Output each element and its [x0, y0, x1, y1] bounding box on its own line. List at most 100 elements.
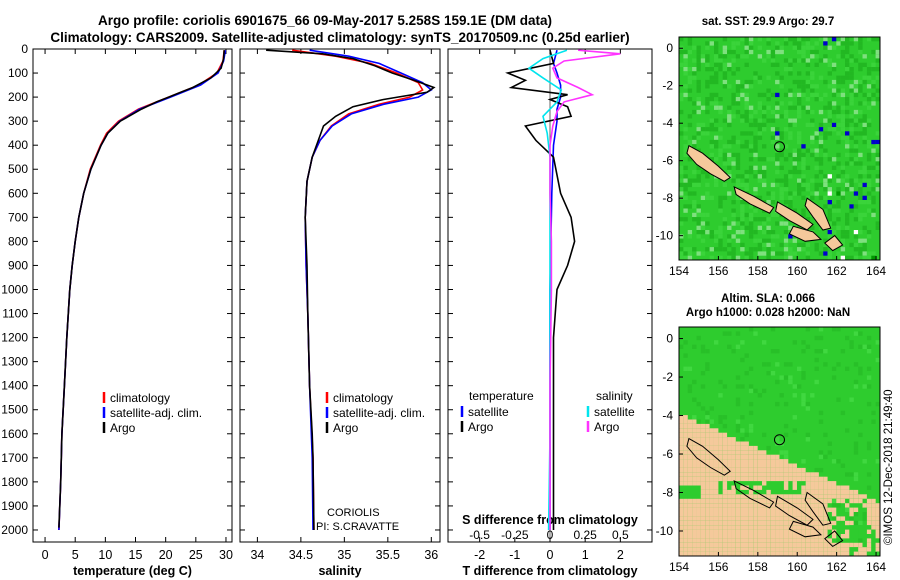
map-cell: [722, 529, 728, 534]
map-cell: [687, 542, 693, 548]
map-cell: [788, 362, 793, 367]
map-cell: [775, 101, 780, 106]
map-cell: [866, 208, 872, 213]
map-cell: [705, 109, 710, 115]
map-cell: [740, 357, 745, 363]
map-cell: [740, 415, 745, 420]
map-cell: [683, 67, 688, 72]
map-cell: [735, 54, 741, 59]
map-cell: [692, 551, 697, 556]
map-cell: [836, 503, 841, 508]
map-cell: [727, 144, 732, 149]
map-cell: [827, 127, 832, 132]
map-cell: [810, 520, 815, 526]
map-cell: [714, 542, 719, 548]
map-cell: [740, 450, 745, 455]
map-cell: [783, 547, 789, 552]
map-cell: [683, 467, 688, 473]
map-cell: [779, 516, 784, 521]
map-cell: [875, 538, 880, 543]
map-cell: [718, 230, 723, 235]
map-cell: [827, 551, 832, 556]
map-cell: [783, 182, 789, 188]
map-cell: [810, 148, 815, 153]
map-cell: [823, 45, 828, 50]
map-cell: [766, 54, 771, 59]
map-cell: [801, 401, 806, 407]
map-cell: [853, 122, 859, 128]
map-cell: [709, 476, 714, 482]
map-cell: [692, 441, 697, 446]
map-cell: [792, 534, 797, 539]
map-cell: [797, 148, 802, 153]
map-cell: [783, 529, 789, 534]
map-cell: [714, 182, 719, 188]
map-cell: [709, 122, 714, 128]
y-tick-label: 0: [21, 42, 28, 56]
map-cell: [810, 503, 815, 508]
map-cell: [766, 238, 771, 243]
y-tick-label: 1900: [1, 499, 28, 513]
map-cell: [696, 463, 701, 468]
map-cell: [683, 454, 688, 460]
map-cell: [753, 547, 758, 552]
map-cell: [845, 139, 850, 145]
map-cell: [696, 79, 701, 85]
map-cell: [696, 428, 701, 433]
map-cell: [783, 450, 789, 455]
map-cell: [705, 481, 710, 486]
map-cell: [757, 525, 763, 530]
map-cell: [866, 234, 872, 239]
map-cell: [866, 525, 872, 530]
map-cell: [679, 92, 684, 98]
map-cell: [805, 58, 811, 63]
map-cell: [735, 445, 741, 451]
map-cell: [858, 247, 863, 252]
map-cell: [858, 251, 863, 256]
map-cell: [679, 547, 684, 552]
map-cell: [762, 122, 767, 128]
map-cell: [818, 419, 824, 424]
map-cell: [687, 481, 693, 486]
map-cell: [731, 139, 736, 145]
map-cell: [779, 114, 784, 119]
island-outline: [733, 185, 775, 214]
map-cell: [753, 174, 758, 179]
map-cell: [849, 340, 854, 345]
map-cell: [766, 362, 771, 367]
map-cell: [757, 174, 763, 179]
map-cell: [836, 122, 841, 128]
map-cell: [783, 542, 789, 548]
map-cell: [679, 538, 684, 543]
map-cell: [714, 75, 719, 80]
map-cell: [818, 335, 824, 341]
map-cell: [814, 472, 819, 477]
map-cell: [687, 476, 693, 482]
map-cell: [775, 379, 780, 385]
map-cell: [827, 71, 832, 76]
map-cell: [714, 178, 719, 183]
x-tick-label: 34: [250, 548, 264, 562]
map-cell: [866, 97, 872, 102]
map-cell: [818, 489, 824, 495]
map-cell: [722, 441, 728, 446]
map-cell: [709, 441, 714, 446]
map-cell: [823, 503, 828, 508]
map-cell: [823, 547, 828, 552]
x-tick-label: 162: [827, 264, 847, 278]
map-cell: [831, 520, 837, 526]
map-cell: [866, 534, 872, 539]
map-cell: [801, 187, 806, 192]
map-cell: [818, 450, 824, 455]
map-cell: [827, 494, 832, 499]
map-cell: [823, 551, 828, 556]
map-cell: [709, 419, 714, 424]
map-cell: [775, 62, 780, 67]
map-cell: [849, 512, 854, 517]
map-cell: [818, 127, 824, 132]
map-cell: [727, 494, 732, 499]
map-cell: [731, 114, 736, 119]
map-cell: [714, 529, 719, 534]
map-cell: [740, 437, 745, 442]
map-cell: [866, 191, 872, 196]
